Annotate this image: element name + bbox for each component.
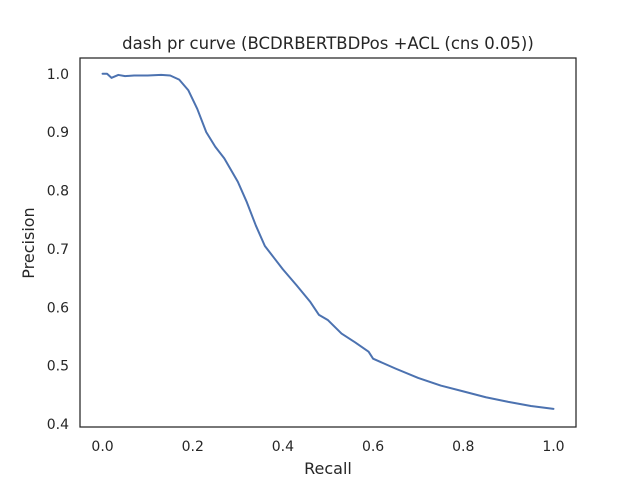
y-tick-label: 0.5 [47,359,69,375]
y-tick-label: 0.7 [47,242,69,258]
y-tick-label: 0.8 [47,184,69,200]
y-tick-label: 0.6 [47,300,69,316]
x-tick-label: 0.2 [182,439,204,455]
x-tick-label: 0.0 [91,439,113,455]
x-axis-ticks: 0.0 0.2 0.4 0.6 0.8 1.0 [91,439,564,455]
y-tick-label: 0.4 [47,417,69,433]
y-tick-label: 1.0 [47,67,69,83]
chart-title: dash pr curve (BCDRBERTBDPos +ACL (cns 0… [122,34,534,53]
x-tick-label: 0.6 [362,439,384,455]
x-tick-label: 1.0 [542,439,564,455]
y-tick-label: 0.9 [47,125,69,141]
x-axis-label: Recall [304,459,352,478]
plot-area [79,57,577,428]
y-axis-label: Precision [19,207,38,278]
y-axis-ticks: 0.4 0.5 0.6 0.7 0.8 0.9 1.0 [47,67,69,433]
pr-curve-line [101,72,555,410]
plot-frame [79,57,577,428]
x-tick-label: 0.4 [272,439,294,455]
x-tick-label: 0.8 [452,439,474,455]
